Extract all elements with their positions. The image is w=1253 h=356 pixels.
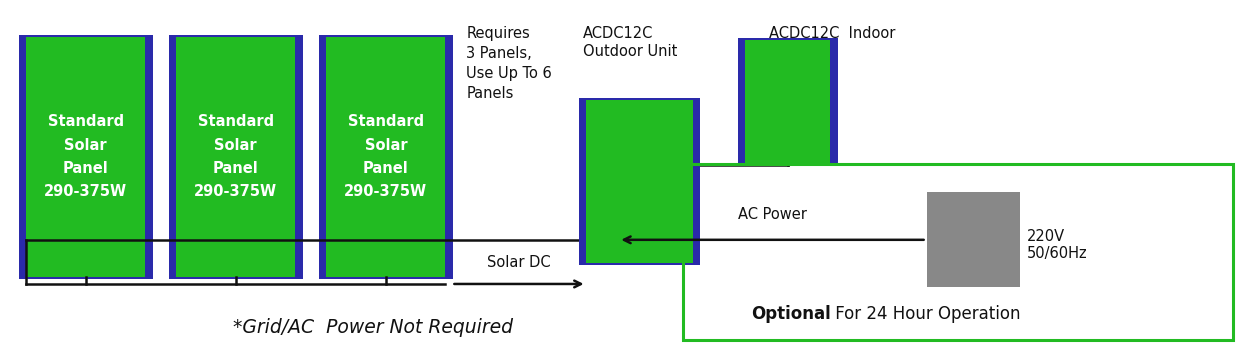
Bar [926,192,1020,288]
Bar [26,37,145,277]
Text: Requires
3 Panels,
Use Up To 6
Panels: Requires 3 Panels, Use Up To 6 Panels [466,26,553,100]
Text: Solar DC: Solar DC [487,255,551,270]
Bar [746,40,831,164]
Text: 220V
50/60Hz: 220V 50/60Hz [1026,229,1088,261]
Bar [320,35,452,279]
Bar [327,37,445,277]
Bar [738,38,838,166]
Text: For 24 Hour Operation: For 24 Hour Operation [831,305,1021,323]
Bar [19,35,153,279]
Text: ACDC12C
Outdoor Unit: ACDC12C Outdoor Unit [583,26,677,58]
Text: AC Power: AC Power [738,207,807,222]
Bar [169,35,303,279]
Bar [586,100,693,263]
Text: Optional: Optional [752,305,831,323]
Text: *Grid/AC  Power Not Required: *Grid/AC Power Not Required [233,318,512,337]
Bar [683,164,1233,340]
Bar [579,98,700,265]
Text: Standard
Solar
Panel
290-375W: Standard Solar Panel 290-375W [194,114,277,199]
Text: ACDC12C  Indoor
Unit: ACDC12C Indoor Unit [769,26,896,58]
Bar [177,37,296,277]
Text: Standard
Solar
Panel
290-375W: Standard Solar Panel 290-375W [44,114,128,199]
Text: Standard
Solar
Panel
290-375W: Standard Solar Panel 290-375W [345,114,427,199]
